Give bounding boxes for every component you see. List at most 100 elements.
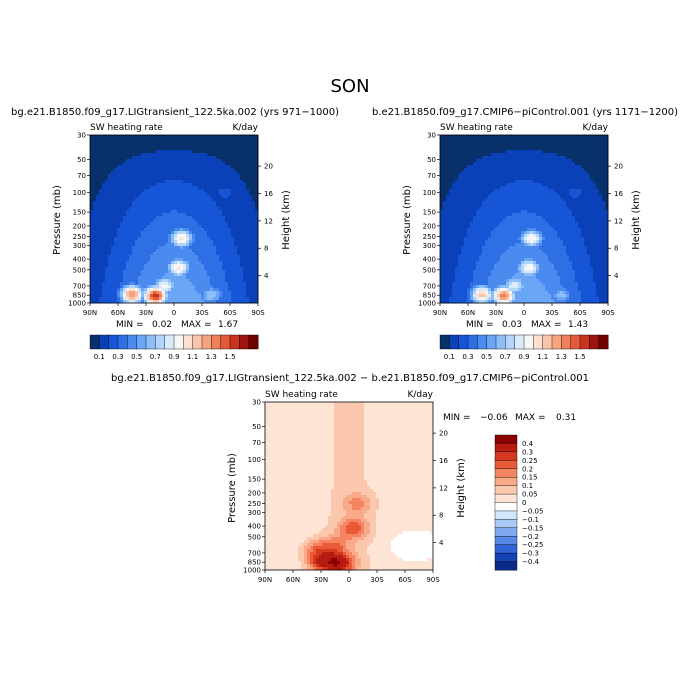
contour-cell [207,162,211,166]
contour-cell [141,231,145,235]
contour-cell [512,222,516,226]
contour-cell [228,267,232,271]
contour-cell [168,147,172,151]
contour-cell [123,252,127,256]
contour-cell [524,183,528,187]
contour-cell [207,156,211,160]
contour-cell [237,141,241,145]
contour-cell [120,195,124,199]
contour-cell [512,294,516,298]
contour-cell [491,222,495,226]
contour-cell [479,282,483,286]
contour-cell [195,216,199,220]
contour-cell [207,144,211,148]
contour-cell [210,174,214,178]
contour-cell [195,213,199,217]
colorbar-swatch [145,334,156,350]
contour-cell [467,219,471,223]
contour-cell [207,300,211,304]
contour-cell [180,249,184,253]
contour-cell [111,219,115,223]
contour-cell [111,279,115,283]
contour-cell [524,138,528,142]
contour-cell [150,150,154,154]
contour-cell [443,204,447,208]
contour-cell [216,291,220,295]
contour-cell [201,267,205,271]
contour-cell [494,297,498,301]
contour-cell [156,174,160,178]
contour-cell [171,156,175,160]
contour-cell [485,156,489,160]
contour-cell [177,246,181,250]
contour-cell [518,228,522,232]
contour-cell [159,201,163,205]
contour-cell [249,144,253,148]
contour-cell [153,234,157,238]
contour-cell [527,201,531,205]
contour-cell [183,180,187,184]
contour-cell [231,255,235,259]
contour-cell [147,198,151,202]
contour-cell [99,276,103,280]
contour-cell [500,279,504,283]
contour-cell [114,267,118,271]
contour-cell [150,276,154,280]
contour-cell [168,156,172,160]
contour-cell [494,150,498,154]
contour-cell [129,159,133,163]
contour-cell [216,174,220,178]
contour-cell [219,282,223,286]
contour-cell [198,270,202,274]
contour-cell [246,147,250,151]
contour-cell [135,198,139,202]
contour-cell [527,294,531,298]
contour-cell [90,288,94,292]
contour-cell [530,237,534,241]
contour-cell [180,291,184,295]
contour-cell [527,177,531,181]
contour-cell [102,228,106,232]
contour-cell [150,174,154,178]
contour-cell [249,255,253,259]
contour-cell [482,300,486,304]
contour-cell [135,192,139,196]
contour-cell [183,150,187,154]
contour-cell [479,162,483,166]
contour-cell [180,195,184,199]
contour-cell [530,291,534,295]
contour-cell [449,150,453,154]
contour-cell [135,147,139,151]
contour-cell [461,222,465,226]
contour-cell [207,222,211,226]
contour-cell [219,180,223,184]
contour-cell [204,258,208,262]
contour-cell [252,228,256,232]
contour-cell [494,300,498,304]
variable-label: SW heating rate [90,123,163,133]
contour-cell [518,204,522,208]
contour-cell [521,225,525,229]
contour-cell [216,210,220,214]
contour-cell [234,168,238,172]
contour-cell [183,285,187,289]
contour-cell [234,183,238,187]
contour-cell [488,273,492,277]
contour-cell [162,225,166,229]
contour-cell [135,213,139,217]
contour-cell [243,189,247,193]
contour-cell [234,162,238,166]
contour-cell [171,270,175,274]
contour-cell [120,192,124,196]
contour-cell [117,162,121,166]
contour-cell [500,192,504,196]
contour-cell [117,144,121,148]
contour-cell [225,243,229,247]
contour-cell [509,165,513,169]
contour-cell [533,216,537,220]
contour-cell [147,276,151,280]
contour-cell [204,270,208,274]
contour-cell [135,195,139,199]
contour-cell [159,192,163,196]
contour-cell [470,222,474,226]
